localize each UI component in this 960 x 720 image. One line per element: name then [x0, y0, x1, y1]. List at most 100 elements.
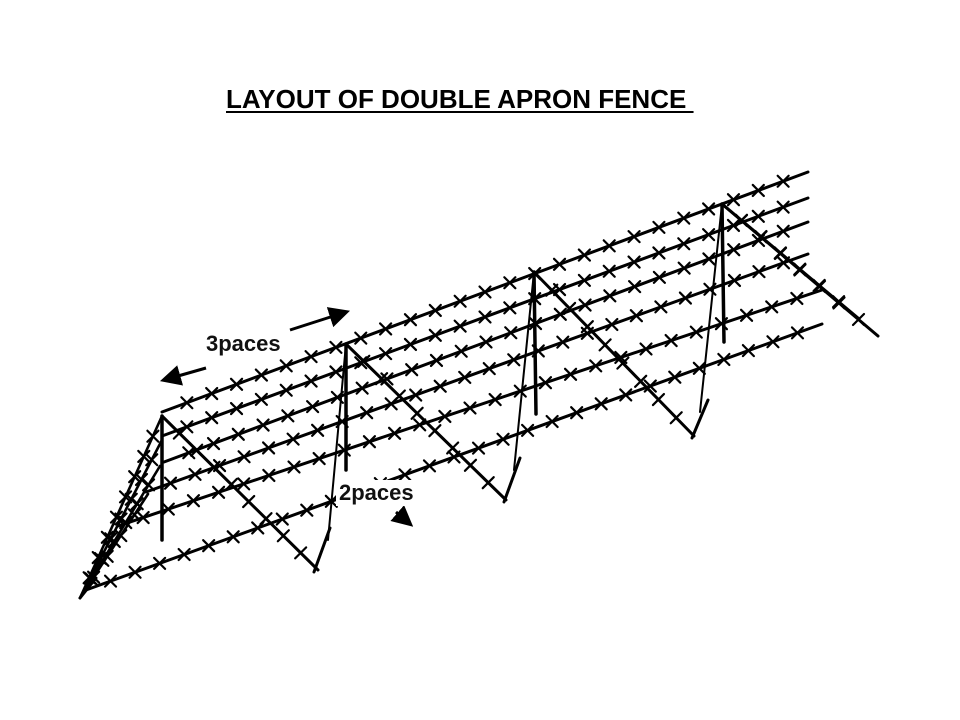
wire-barbs	[82, 174, 866, 588]
barb	[751, 209, 765, 223]
barb	[776, 174, 790, 188]
barb	[454, 344, 468, 358]
barb	[851, 312, 866, 327]
barb	[177, 547, 191, 562]
barb	[563, 367, 578, 381]
barb	[478, 285, 492, 299]
barb	[668, 370, 682, 384]
barb	[304, 350, 318, 364]
barb	[357, 354, 371, 368]
barbed-wires	[78, 170, 880, 600]
barb	[405, 363, 419, 377]
barb	[188, 467, 202, 481]
barb	[355, 381, 369, 395]
barbed-wire	[344, 342, 508, 502]
barb	[832, 296, 846, 310]
barb	[463, 401, 477, 415]
barb	[182, 446, 196, 460]
barb	[739, 308, 754, 322]
barb	[224, 477, 238, 492]
barb	[100, 549, 114, 564]
barb	[354, 331, 368, 345]
barb	[130, 497, 144, 511]
barb	[354, 356, 368, 370]
barb	[237, 450, 251, 464]
barb	[664, 333, 678, 348]
barb	[380, 372, 394, 386]
barb	[602, 239, 616, 253]
barb	[528, 266, 542, 281]
barb	[812, 279, 827, 294]
barb	[726, 193, 741, 207]
barb	[186, 494, 201, 508]
barb	[259, 512, 273, 526]
barbed-wire	[78, 492, 150, 600]
barb	[134, 472, 149, 487]
barb	[413, 418, 427, 432]
barb	[677, 211, 691, 225]
anchor-stake	[312, 526, 332, 574]
barb	[279, 359, 293, 373]
barb	[528, 292, 542, 306]
barb	[471, 441, 486, 455]
barb	[776, 224, 790, 238]
barb	[552, 257, 567, 271]
barb	[628, 280, 642, 294]
barb	[652, 270, 666, 284]
picket-stay	[699, 203, 723, 413]
barb	[374, 372, 389, 386]
barb	[503, 276, 517, 290]
barb	[538, 376, 553, 390]
barb	[677, 261, 691, 275]
barb	[793, 263, 807, 277]
barb	[553, 307, 567, 321]
barb	[677, 237, 691, 251]
barb	[206, 436, 221, 451]
barbed-wire	[144, 252, 810, 494]
barb	[262, 468, 276, 483]
barb	[242, 494, 256, 509]
barb	[392, 389, 406, 403]
barb	[387, 426, 402, 440]
barb	[324, 494, 338, 508]
picket-stay	[327, 343, 347, 541]
barb	[153, 556, 167, 571]
barb	[580, 320, 594, 334]
barb	[703, 282, 717, 296]
barb	[503, 301, 517, 315]
barb	[616, 356, 630, 370]
barb	[605, 317, 619, 332]
barb	[629, 309, 643, 323]
barb	[304, 374, 318, 388]
barb	[410, 406, 424, 420]
barb	[141, 478, 156, 492]
barb	[428, 424, 442, 438]
barb	[100, 530, 114, 544]
barb	[360, 406, 374, 420]
barb	[229, 377, 244, 391]
barb	[504, 326, 518, 340]
barb	[652, 220, 666, 234]
barb	[702, 252, 716, 266]
barb	[300, 503, 314, 517]
barb	[172, 426, 186, 440]
barb	[602, 264, 616, 278]
barb	[114, 528, 128, 543]
barb	[556, 335, 570, 349]
barb	[311, 423, 325, 437]
barb	[428, 328, 442, 342]
barb	[463, 458, 478, 472]
barb	[678, 291, 693, 305]
barb	[163, 476, 178, 490]
arrow-3-paces-left	[159, 365, 207, 386]
barb	[717, 352, 731, 367]
barb	[766, 335, 780, 349]
barb	[528, 316, 543, 331]
barb	[714, 317, 729, 331]
barb	[335, 414, 349, 429]
barb	[276, 529, 290, 543]
barb	[481, 476, 495, 490]
barb	[237, 477, 251, 491]
